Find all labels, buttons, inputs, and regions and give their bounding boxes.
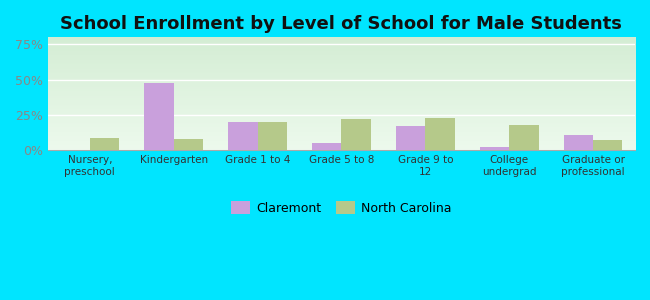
Bar: [90, 138, 119, 150]
Legend: Claremont, North Carolina: Claremont, North Carolina: [226, 196, 457, 220]
Bar: [257, 122, 287, 150]
Bar: [341, 119, 370, 150]
Bar: [144, 82, 174, 150]
Bar: [509, 125, 539, 150]
Bar: [312, 143, 341, 150]
Bar: [174, 139, 203, 150]
Bar: [480, 148, 509, 150]
Bar: [425, 118, 454, 150]
Bar: [396, 126, 425, 150]
Title: School Enrollment by Level of School for Male Students: School Enrollment by Level of School for…: [60, 15, 622, 33]
Bar: [593, 140, 623, 150]
Bar: [228, 122, 257, 150]
Bar: [564, 135, 593, 150]
